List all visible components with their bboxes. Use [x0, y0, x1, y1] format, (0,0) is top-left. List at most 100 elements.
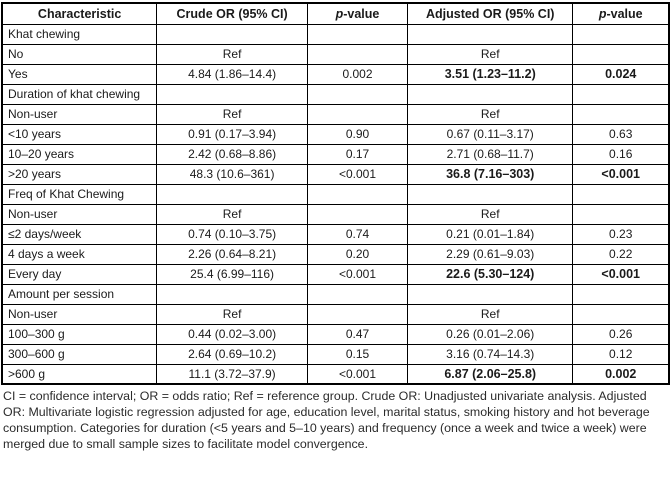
data-row: 10–20 years 2.42 (0.68–8.86) 0.17 2.71 (0.6… — [1, 143, 670, 165]
row-label: 100–300 g — [1, 323, 158, 345]
value-cell: 3.51 (1.23–11.2) — [407, 63, 574, 85]
data-row: Non-user Ref Ref — [1, 303, 670, 325]
value-cell: 22.6 (5.30–124) — [407, 263, 574, 285]
value-cell: 2.29 (0.61–9.03) — [407, 243, 574, 265]
data-row: >600 g 11.1 (3.72–37.9) <0.001 6.87 (2.06–2… — [1, 363, 670, 385]
value-cell: 0.15 — [306, 343, 409, 365]
value-cell: 36.8 (7.16–303) — [407, 163, 574, 185]
value-cell: 0.90 — [306, 123, 409, 145]
data-row: <10 years 0.91 (0.17–3.94) 0.90 0.67 (0.11–… — [1, 123, 670, 145]
empty-cell — [156, 183, 308, 205]
row-label: <10 years — [1, 123, 158, 145]
value-cell: <0.001 — [572, 163, 670, 185]
empty-cell — [306, 183, 409, 205]
value-cell: 0.12 — [572, 343, 670, 365]
value-cell: Ref — [407, 43, 574, 65]
value-cell: 6.87 (2.06–25.8) — [407, 363, 574, 385]
section-row: Khat chewing — [1, 23, 670, 45]
empty-cell — [306, 83, 409, 105]
row-label: 4 days a week — [1, 243, 158, 265]
table-header-row: Characteristic Crude OR (95% CI) p-value Ad… — [1, 2, 670, 25]
data-row: ≤2 days/week 0.74 (0.10–3.75) 0.74 0.21 (0.… — [1, 223, 670, 245]
data-row: Yes 4.84 (1.86–14.4) 0.002 3.51 (1.23–11.2)… — [1, 63, 670, 85]
value-cell: 0.44 (0.02–3.00) — [156, 323, 308, 345]
value-cell: <0.001 — [306, 363, 409, 385]
row-label: No — [1, 43, 158, 65]
column-header-1: Crude OR (95% CI) — [156, 2, 308, 25]
empty-cell — [572, 183, 670, 205]
empty-cell — [572, 23, 670, 45]
empty-cell — [407, 83, 574, 105]
value-cell: <0.001 — [306, 163, 409, 185]
row-label: Yes — [1, 63, 158, 85]
value-cell: 0.63 — [572, 123, 670, 145]
value-cell: 0.74 — [306, 223, 409, 245]
row-label: 300–600 g — [1, 343, 158, 365]
section-row: Duration of khat chewing — [1, 83, 670, 105]
row-label: Every day — [1, 263, 158, 285]
empty-cell — [407, 283, 574, 305]
value-cell: 25.4 (6.99–116) — [156, 263, 308, 285]
data-row: No Ref Ref — [1, 43, 670, 65]
value-cell — [572, 203, 670, 225]
data-row: 100–300 g 0.44 (0.02–3.00) 0.47 0.26 (0.01–… — [1, 323, 670, 345]
column-header-3: Adjusted OR (95% CI) — [407, 2, 574, 25]
value-cell: <0.001 — [572, 263, 670, 285]
value-cell: 0.67 (0.11–3.17) — [407, 123, 574, 145]
section-row: Amount per session — [1, 283, 670, 305]
section-label: Freq of Khat Chewing — [1, 183, 158, 205]
value-cell: 0.21 (0.01–1.84) — [407, 223, 574, 245]
value-cell: 0.74 (0.10–3.75) — [156, 223, 308, 245]
value-cell: Ref — [407, 303, 574, 325]
odds-ratio-table: Characteristic Crude OR (95% CI) p-value Ad… — [1, 2, 670, 385]
value-cell: 0.16 — [572, 143, 670, 165]
data-row: >20 years 48.3 (10.6–361) <0.001 36.8 (7.16… — [1, 163, 670, 185]
value-cell: 0.002 — [306, 63, 409, 85]
value-cell: 0.024 — [572, 63, 670, 85]
section-label: Duration of khat chewing — [1, 83, 158, 105]
empty-cell — [156, 283, 308, 305]
empty-cell — [306, 283, 409, 305]
value-cell: 2.26 (0.64–8.21) — [156, 243, 308, 265]
value-cell: 0.26 — [572, 323, 670, 345]
row-label: Non-user — [1, 103, 158, 125]
row-label: ≤2 days/week — [1, 223, 158, 245]
value-cell — [306, 203, 409, 225]
section-row: Freq of Khat Chewing — [1, 183, 670, 205]
value-cell: 0.17 — [306, 143, 409, 165]
value-cell — [572, 303, 670, 325]
row-label: >20 years — [1, 163, 158, 185]
table-body: Khat chewing No Ref Ref Yes 4.84 (1.86–14.4) 0… — [1, 23, 670, 385]
empty-cell — [156, 83, 308, 105]
column-header-2: p-value — [306, 2, 409, 25]
section-label: Amount per session — [1, 283, 158, 305]
value-cell: Ref — [156, 203, 308, 225]
empty-cell — [407, 183, 574, 205]
row-label: 10–20 years — [1, 143, 158, 165]
column-header-4: p-value — [572, 2, 670, 25]
data-row: Non-user Ref Ref — [1, 103, 670, 125]
data-row: 4 days a week 2.26 (0.64–8.21) 0.20 2.29 (0… — [1, 243, 670, 265]
data-row: Non-user Ref Ref — [1, 203, 670, 225]
table-footnote: CI = confidence interval; OR = odds rati… — [3, 389, 650, 451]
value-cell — [306, 43, 409, 65]
value-cell — [572, 103, 670, 125]
value-cell: 0.20 — [306, 243, 409, 265]
empty-cell — [572, 83, 670, 105]
value-cell: <0.001 — [306, 263, 409, 285]
value-cell: Ref — [156, 103, 308, 125]
value-cell — [306, 303, 409, 325]
section-label: Khat chewing — [1, 23, 158, 45]
value-cell: 2.71 (0.68–11.7) — [407, 143, 574, 165]
value-cell: 0.91 (0.17–3.94) — [156, 123, 308, 145]
value-cell: 2.64 (0.69–10.2) — [156, 343, 308, 365]
data-row: 300–600 g 2.64 (0.69–10.2) 0.15 3.16 (0.74–… — [1, 343, 670, 365]
value-cell — [572, 43, 670, 65]
value-cell: 4.84 (1.86–14.4) — [156, 63, 308, 85]
value-cell: 0.23 — [572, 223, 670, 245]
value-cell: Ref — [156, 303, 308, 325]
header-row: Characteristic Crude OR (95% CI) p-value Ad… — [1, 2, 670, 25]
empty-cell — [572, 283, 670, 305]
column-header-0: Characteristic — [1, 2, 158, 25]
